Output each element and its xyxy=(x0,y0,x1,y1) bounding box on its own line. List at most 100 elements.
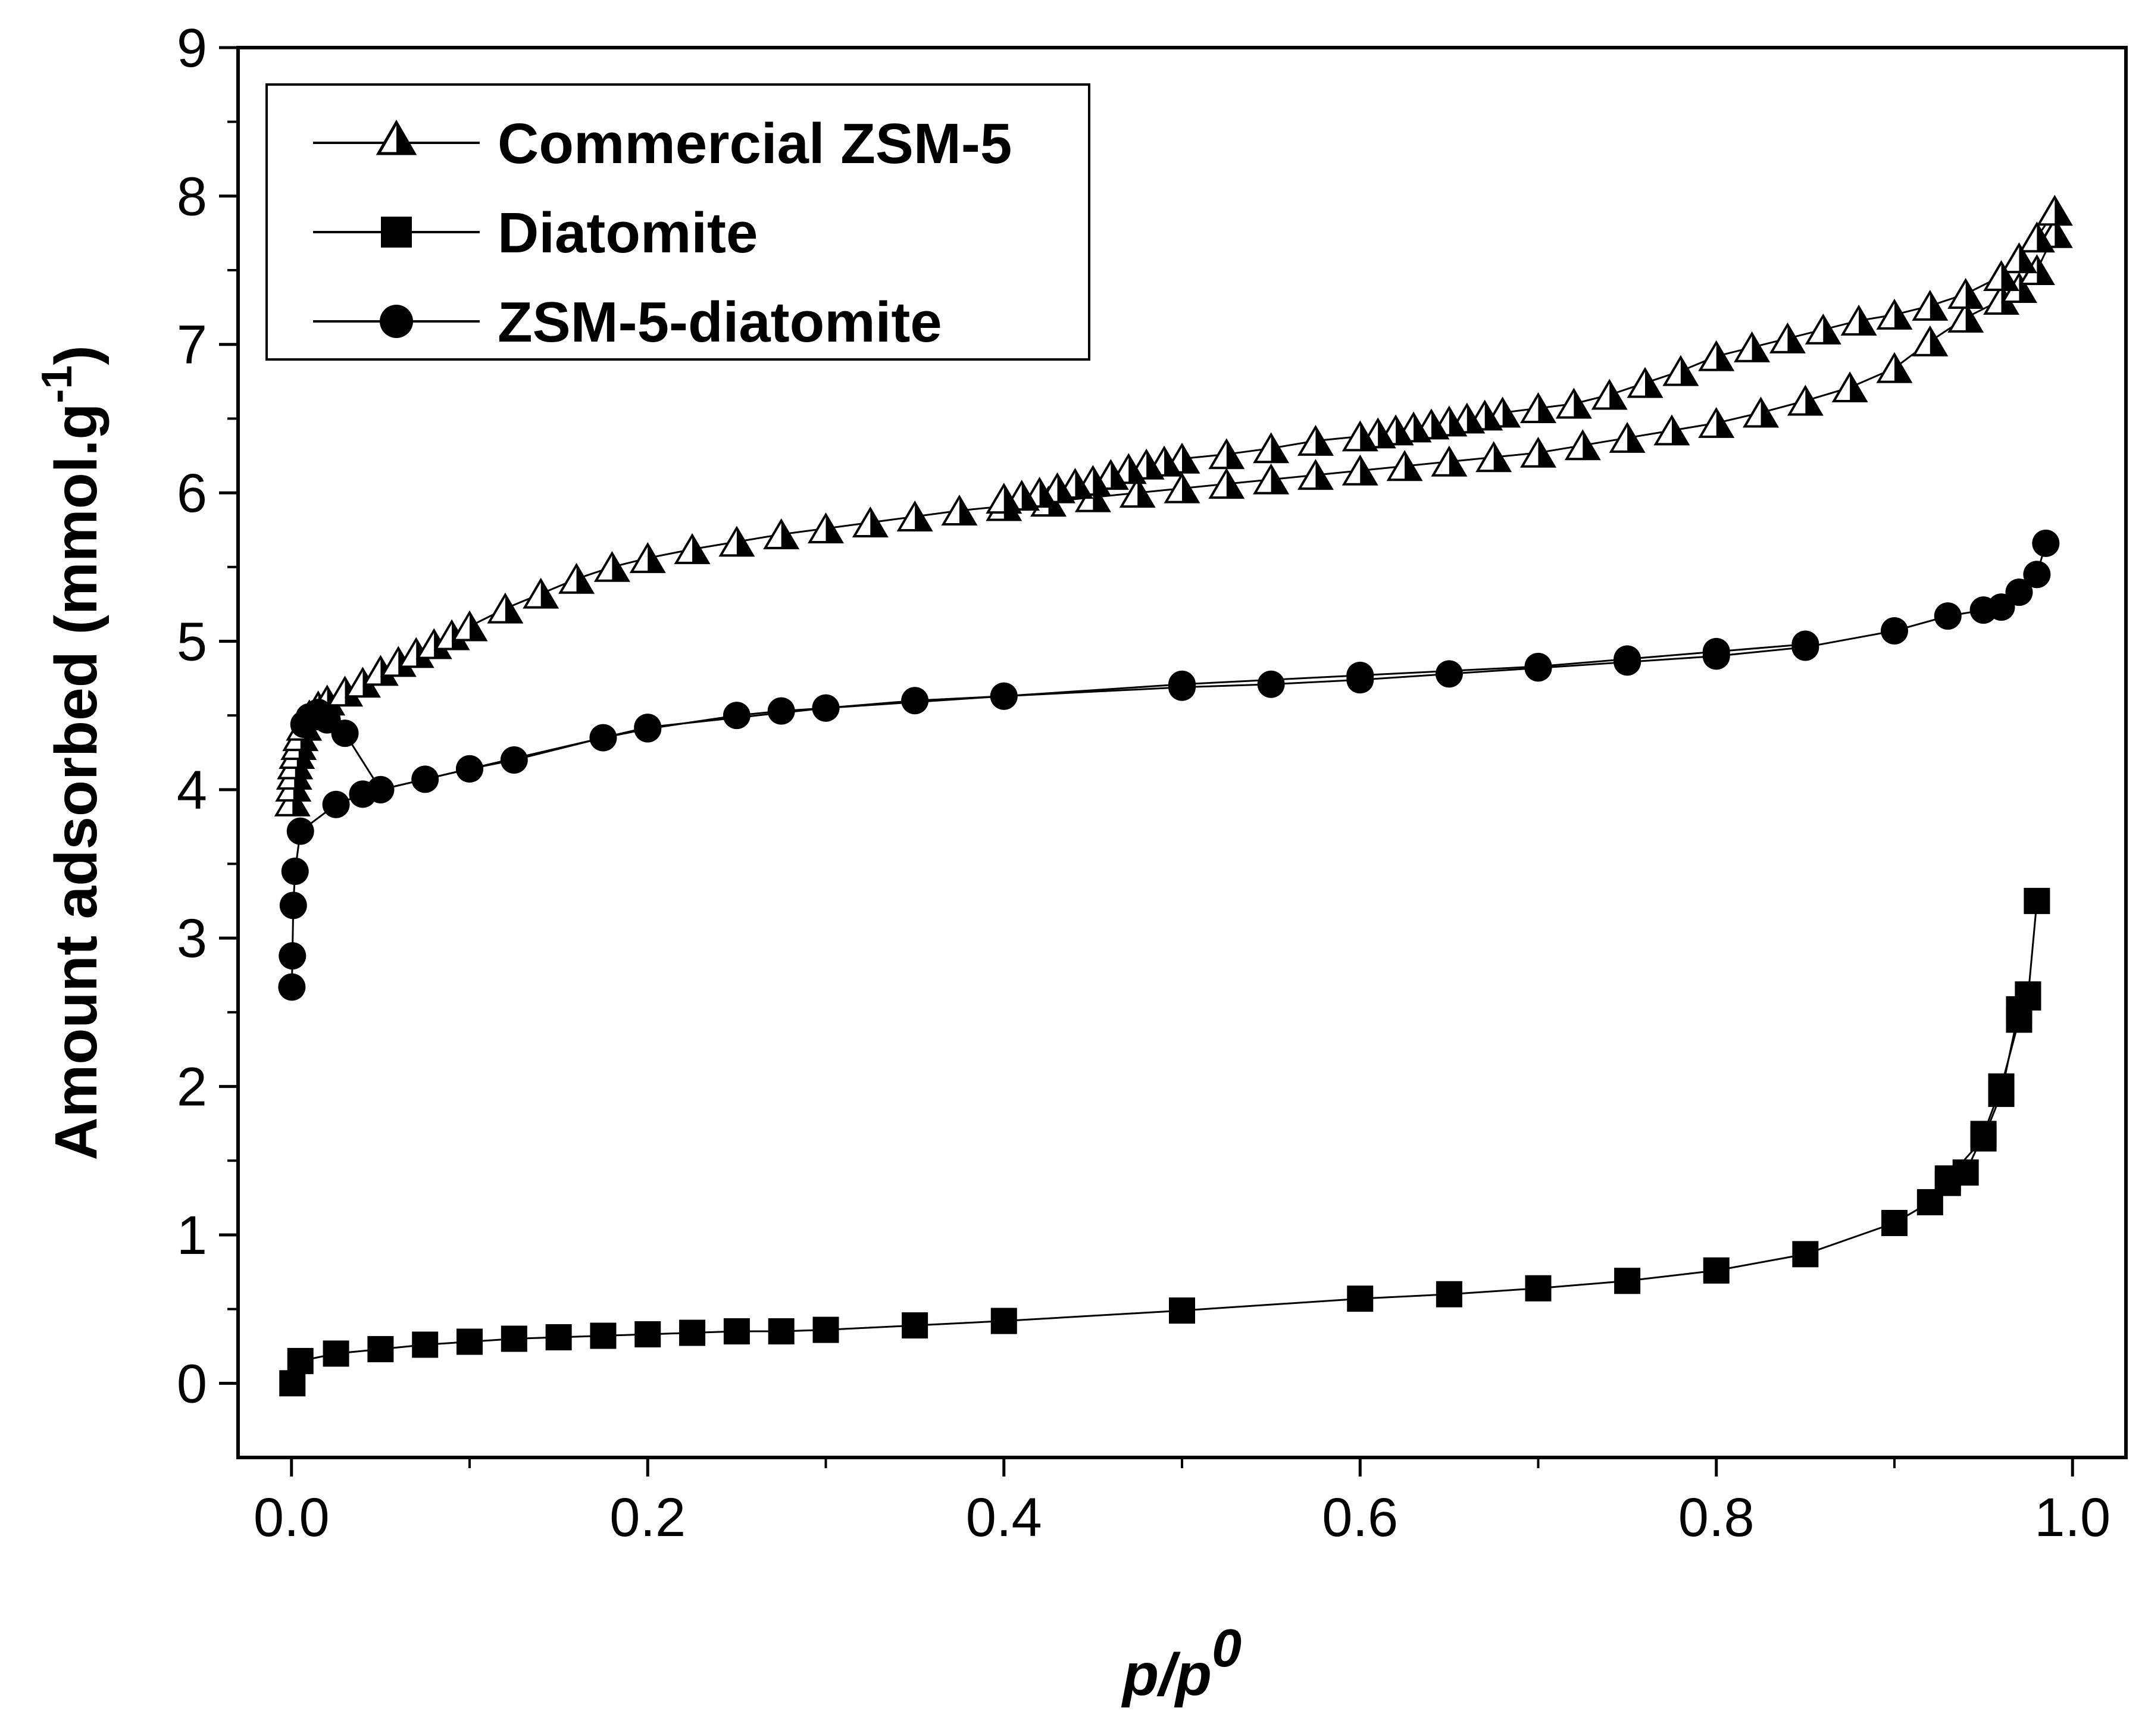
triangle-half-fill xyxy=(648,544,664,572)
data-point xyxy=(1983,260,2020,292)
data-point xyxy=(1342,420,1378,452)
data-point xyxy=(808,512,845,543)
legend-item-commercial-zsm5: Commercial ZSM-5 xyxy=(313,112,1012,176)
data-point xyxy=(2000,242,2037,274)
triangle-half-fill xyxy=(1761,399,1777,427)
triangle-half-fill xyxy=(2037,257,2053,284)
data-point xyxy=(1386,450,1423,481)
data-point xyxy=(1934,602,1962,630)
data-point xyxy=(1614,645,1641,673)
y-tick-label: 3 xyxy=(177,908,207,969)
triangle-half-fill xyxy=(1431,411,1447,439)
triangle-half-fill xyxy=(1583,431,1599,459)
triangle-half-fill xyxy=(1137,479,1154,507)
data-point xyxy=(1627,367,1664,398)
x-axis-title: p/p0 xyxy=(1121,1619,1242,1708)
triangle-half-fill xyxy=(1930,327,1946,355)
data-point xyxy=(634,714,662,742)
data-point xyxy=(589,724,617,752)
triangle-half-fill xyxy=(1360,456,1377,484)
triangle-half-fill xyxy=(692,535,709,563)
data-point xyxy=(1791,630,1819,658)
data-point xyxy=(1792,1241,1819,1268)
y-axis: 0 1 2 3 4 5 6 7 8 9 xyxy=(177,18,238,1414)
data-point xyxy=(1119,477,1156,508)
data-point xyxy=(763,518,800,549)
data-point xyxy=(1662,355,1699,386)
triangle-half-fill xyxy=(1360,423,1377,451)
data-point xyxy=(323,1340,349,1367)
triangle-half-fill xyxy=(1271,434,1287,462)
data-point xyxy=(1876,352,1913,383)
triangle-half-fill xyxy=(1716,409,1733,437)
triangle-half-fill xyxy=(1396,417,1412,445)
data-point xyxy=(1988,1081,2015,1108)
data-point xyxy=(1346,661,1374,689)
triangle-half-fill xyxy=(1128,455,1145,483)
y-axis-title-close: ) xyxy=(43,345,110,365)
triangle-half-fill xyxy=(1894,301,1911,329)
data-point xyxy=(2005,578,2033,606)
legend-item-zsm5-diatomite: ZSM-5-diatomite xyxy=(313,290,942,354)
triangle-half-fill xyxy=(470,612,486,640)
data-point xyxy=(986,483,1023,514)
triangle-half-fill xyxy=(1449,408,1465,436)
triangle-half-fill xyxy=(1182,474,1198,502)
triangle-half-fill xyxy=(1146,451,1163,478)
data-point xyxy=(2018,221,2055,253)
series-diatomite xyxy=(279,887,2050,1397)
x-tick-label: 0.8 xyxy=(1678,1487,1755,1548)
legend-label-commercial-zsm5: Commercial ZSM-5 xyxy=(498,112,1012,176)
x-tick-label: 0.6 xyxy=(1322,1487,1398,1548)
data-point xyxy=(1787,384,1824,416)
data-point xyxy=(812,694,840,722)
data-point xyxy=(2006,996,2033,1022)
triangle-half-fill xyxy=(1226,470,1243,498)
data-point xyxy=(287,1347,314,1374)
data-point xyxy=(487,592,524,624)
data-point xyxy=(718,526,755,557)
data-point xyxy=(767,697,795,725)
triangle-half-fill xyxy=(1716,342,1733,370)
data-point xyxy=(1614,1268,1641,1294)
data-point xyxy=(1970,1125,1997,1152)
triangle-half-fill xyxy=(736,528,753,556)
data-point xyxy=(629,542,666,573)
x-axis: 0.0 0.2 0.4 0.6 0.8 1.0 xyxy=(254,1457,2110,1548)
data-point xyxy=(1208,438,1245,470)
data-point xyxy=(1519,436,1556,468)
data-point xyxy=(545,1324,572,1351)
triangle-half-fill xyxy=(1164,448,1181,476)
triangle-half-fill xyxy=(1965,304,1982,331)
triangle-half-fill xyxy=(1003,485,1020,513)
y-tick-label: 2 xyxy=(177,1057,207,1118)
data-point xyxy=(1880,617,1908,645)
triangle-half-fill xyxy=(1039,479,1056,507)
triangle-half-fill xyxy=(1574,390,1590,418)
data-point xyxy=(723,1318,750,1345)
data-point xyxy=(367,1335,394,1362)
series-zsm-5-diatomite xyxy=(278,529,2060,1001)
data-point xyxy=(1257,670,1285,698)
triangle-half-fill xyxy=(1182,445,1198,473)
data-point xyxy=(1703,1257,1730,1284)
data-point xyxy=(279,892,307,919)
data-point xyxy=(1519,392,1556,423)
triangle-half-fill xyxy=(1538,439,1555,467)
triangle-half-fill xyxy=(505,595,521,623)
data-point xyxy=(1436,1281,1462,1308)
triangle-half-fill xyxy=(2019,245,2035,273)
series-layer xyxy=(274,195,2073,1397)
data-point xyxy=(1347,1285,1374,1312)
data-point xyxy=(1734,331,1771,362)
data-point xyxy=(1881,1209,1908,1236)
data-point xyxy=(1169,1297,1195,1324)
x-axis-title-sup: 0 xyxy=(1212,1619,1242,1678)
data-point xyxy=(500,746,528,774)
triangle-half-fill xyxy=(1752,333,1768,361)
triangle-half-fill xyxy=(1378,420,1394,448)
data-point xyxy=(1525,1275,1552,1302)
legend-circle-marker xyxy=(380,305,413,338)
triangle-half-fill xyxy=(1315,461,1332,489)
